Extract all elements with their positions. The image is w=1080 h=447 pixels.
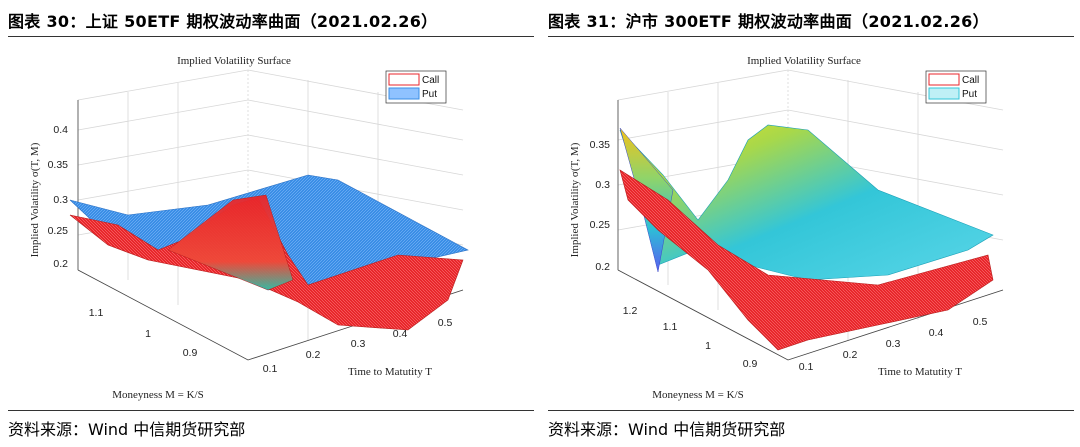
source-rule: [548, 410, 1074, 411]
x-axis-label: Time to Matutity T: [878, 366, 962, 378]
plot-title: Implied Volatility Surface: [177, 55, 291, 67]
z-tick: 0.3: [595, 179, 610, 191]
legend-put-swatch: [928, 87, 960, 100]
legend-call-swatch: [388, 73, 420, 86]
x-tick: 0.5: [973, 316, 988, 328]
legend-call-label: Call: [422, 75, 439, 86]
z-tick: 0.25: [590, 219, 611, 231]
y-axis-label: Moneyness M = K/S: [112, 389, 203, 401]
x-tick: 0.1: [263, 363, 278, 375]
z-tick: 0.2: [595, 261, 610, 273]
call-surface: [619, 169, 994, 351]
x-tick: 0.4: [393, 328, 408, 340]
z-axis-label: Implied Volatility σ(T, M): [29, 142, 41, 257]
z-tick: 0.2: [53, 258, 68, 270]
y-tick: 1: [145, 328, 151, 340]
y-tick: 0.9: [183, 347, 198, 359]
figure-source: 资料来源：Wind 中信期货研究部: [8, 420, 246, 439]
y-axis-label: Moneyness M = K/S: [652, 389, 743, 401]
y-tick: 1.1: [89, 307, 104, 319]
call-peak: [167, 194, 294, 291]
x-tick: 0.3: [886, 338, 901, 350]
x-tick: 0.1: [799, 361, 814, 373]
legend-call-swatch: [928, 73, 960, 86]
x-axis-ticks: 0.1 0.2 0.3 0.4 0.5: [799, 316, 988, 373]
title-rule: [8, 36, 534, 37]
x-tick: 0.2: [843, 349, 858, 361]
y-tick: 1.1: [663, 321, 678, 333]
source-rule: [8, 410, 534, 411]
x-tick: 0.3: [351, 338, 366, 350]
x-axis-ticks: 0.1 0.2 0.3 0.4 0.5: [263, 317, 453, 375]
figure-title: 图表 31：沪市 300ETF 期权波动率曲面（2021.02.26）: [548, 12, 989, 31]
z-axis-ticks: 0.35 0.3 0.25 0.2: [590, 139, 611, 273]
legend-call-label: Call: [962, 75, 979, 86]
y-axis-ticks: 1.2 1.1 1 0.9: [623, 305, 758, 370]
y-tick: 0.9: [743, 358, 758, 370]
z-tick: 0.35: [48, 159, 69, 171]
legend-put-swatch: [388, 87, 420, 100]
title-rule: [548, 36, 1074, 37]
z-axis-ticks: 0.4 0.35 0.3 0.25 0.2: [48, 124, 69, 270]
volatility-surface-plot: Implied Volatility Surface Call Put 0.4 …: [29, 55, 469, 401]
figure-30: 图表 30：上证 50ETF 期权波动率曲面（2021.02.26）: [8, 0, 538, 447]
legend: Call Put: [385, 70, 447, 104]
x-tick: 0.2: [306, 349, 321, 361]
figure-source: 资料来源：Wind 中信期货研究部: [548, 420, 786, 439]
volatility-surface-plot: Implied Volatility Surface Call Put 0.35…: [569, 55, 1004, 401]
put-surface: [619, 124, 994, 281]
z-tick: 0.3: [53, 194, 68, 206]
z-tick: 0.35: [590, 139, 611, 151]
x-axis-label: Time to Matutity T: [348, 366, 432, 378]
z-axis-label: Implied Volatility σ(T, M): [569, 142, 581, 257]
y-tick: 1: [705, 340, 711, 352]
y-axis-ticks: 1.1 1 0.9: [89, 307, 198, 359]
figure-title: 图表 30：上证 50ETF 期权波动率曲面（2021.02.26）: [8, 12, 438, 31]
legend: Call Put: [925, 70, 987, 104]
figure-31: 图表 31：沪市 300ETF 期权波动率曲面（2021.02.26）: [548, 0, 1078, 447]
plot-title: Implied Volatility Surface: [747, 55, 861, 67]
x-tick: 0.4: [929, 327, 944, 339]
legend-put-label: Put: [422, 89, 437, 100]
z-tick: 0.25: [48, 225, 69, 237]
x-tick: 0.5: [438, 317, 453, 329]
legend-put-label: Put: [962, 89, 977, 100]
z-tick: 0.4: [53, 124, 68, 136]
y-tick: 1.2: [623, 305, 638, 317]
